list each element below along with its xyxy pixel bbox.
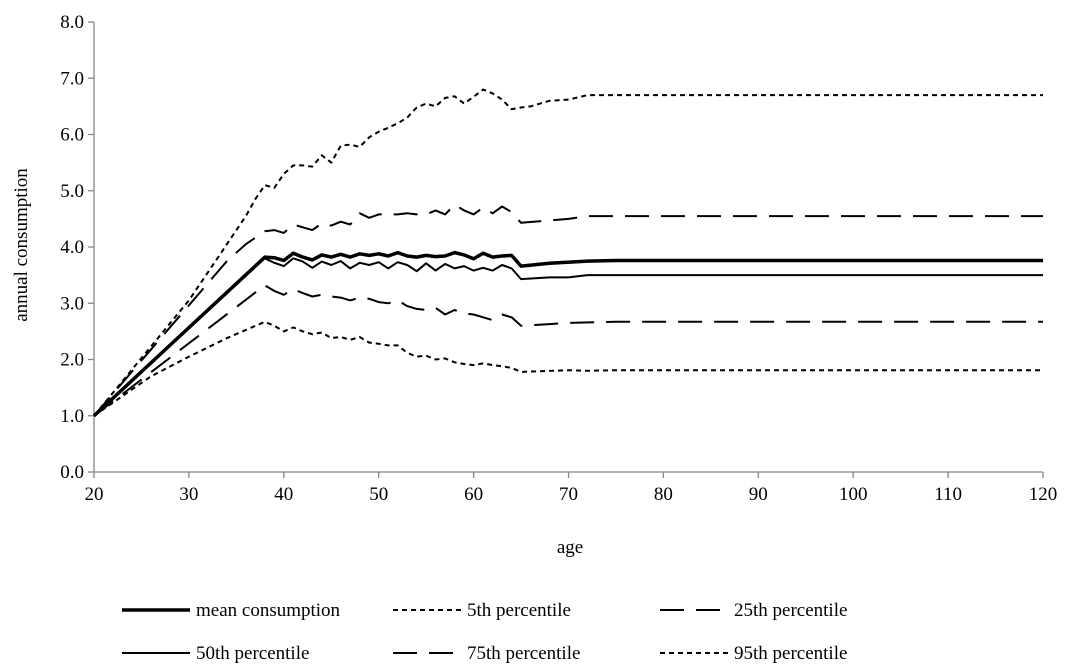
series-line-5th-percentile (93, 320, 1043, 417)
legend-label-75th-percentile: 75th percentile (467, 643, 580, 664)
x-tick-label: 90 (749, 484, 768, 505)
x-tick-label: 70 (559, 484, 578, 505)
series-line-mean-consumption (92, 250, 1043, 418)
x-tick-label: 110 (934, 484, 962, 505)
series-lines (92, 88, 1043, 418)
y-tick-label: 5.0 (60, 181, 84, 202)
x-tick-label: 80 (654, 484, 673, 505)
y-tick-label: 2.0 (60, 350, 84, 371)
series-line-75th-percentile (93, 203, 1043, 417)
x-tick-label: 50 (369, 484, 388, 505)
legend-label-mean-consumption: mean consumption (196, 600, 341, 621)
y-tick-labels: 0.0 1.0 2.0 3.0 4.0 5.0 6.0 7.0 8.0 (60, 12, 84, 483)
x-axis-title: age (557, 537, 583, 558)
y-tick-label: 7.0 (60, 68, 84, 89)
x-tick-label: 20 (85, 484, 104, 505)
y-axis-title: annual consumption (11, 168, 32, 322)
axes (88, 21, 1044, 478)
x-tick-label: 100 (839, 484, 868, 505)
legend-label-25th-percentile: 25th percentile (734, 600, 847, 621)
y-tick-label: 1.0 (60, 406, 84, 427)
x-tick-label: 60 (464, 484, 483, 505)
x-tick-labels: 20 30 40 50 60 70 80 90 100 110 120 (85, 484, 1058, 505)
y-tick-label: 8.0 (60, 12, 84, 33)
legend-label-5th-percentile: 5th percentile (467, 600, 571, 621)
y-tick-label: 6.0 (60, 125, 84, 146)
x-tick-label: 30 (179, 484, 198, 505)
legend: mean consumption 5th percentile 25th perce… (122, 600, 847, 664)
x-tick-label: 120 (1029, 484, 1058, 505)
series-line-25th-percentile (93, 284, 1043, 417)
y-tick-label: 3.0 (60, 293, 84, 314)
x-tick-label: 40 (274, 484, 293, 505)
series-line-50th-percentile (93, 257, 1043, 417)
y-tick-label: 4.0 (60, 237, 84, 258)
y-tick-label: 0.0 (60, 462, 84, 483)
legend-label-50th-percentile: 50th percentile (196, 643, 309, 664)
legend-label-95th-percentile: 95th percentile (734, 643, 847, 664)
